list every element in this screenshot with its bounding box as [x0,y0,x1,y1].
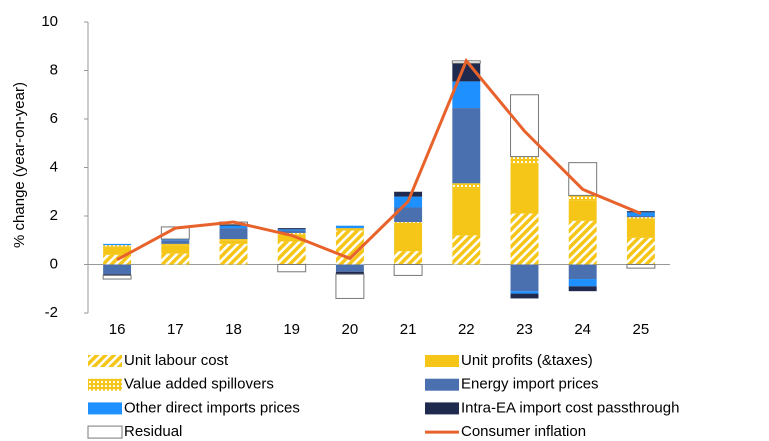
bar-segment [452,108,481,184]
bar-segment [394,251,423,265]
legend-label: Consumer inflation [461,423,586,440]
bar-segment [219,240,248,244]
legend-swatch [87,425,123,439]
bar-segment [626,211,655,213]
bar-segment [568,220,597,265]
bar-segment [568,264,597,280]
bar-segment [510,156,539,164]
legend-label: Unit labour cost [124,352,229,369]
bar-segment [103,274,132,276]
bar-segment [626,218,655,238]
x-tick-label: 16 [109,321,126,338]
legend-swatch [88,402,122,415]
y-axis-label: % change (year-on-year) [11,82,28,248]
bar-segment [103,246,132,255]
bar-segment [219,224,248,226]
legend-label: Intra-EA import cost passthrough [461,399,679,416]
bar-segment [161,245,190,254]
bar-segment [510,213,539,265]
bar-segment [277,229,306,231]
bar-segment [394,207,423,223]
bar-segment [103,245,132,247]
bar-segment [452,235,481,265]
bar-segment [626,212,655,216]
bar-segment [161,253,190,265]
x-tick-label: 19 [283,321,300,338]
x-tick-label: 22 [458,321,475,338]
bar-segment [335,228,364,231]
y-tick-label: 2 [50,207,58,224]
bar-segment [277,264,307,273]
bar-segment [510,163,539,214]
bar-segment [161,243,190,246]
bar-segment [277,241,306,265]
x-tick-label: 21 [400,321,417,338]
bar-segment [219,243,248,265]
x-tick-label: 20 [342,321,359,338]
bar-segment [510,291,539,294]
bar-segment [277,230,306,233]
bar-segment [219,225,248,229]
bar-segment [626,216,655,218]
bar-segment [277,232,306,235]
bar-segment [626,264,656,269]
bar-segment [277,228,306,230]
y-tick-label: 0 [50,255,58,272]
bar-segment [626,217,655,219]
bar-segment [102,274,132,280]
x-tick-label: 25 [633,321,650,338]
bar-segment [335,271,364,275]
legend-swatch [425,355,459,367]
legend-swatch [425,378,459,391]
legend-swatch [88,355,122,367]
legend-swatch [425,402,459,415]
bar-segment [394,224,423,252]
legend-label: Unit profits (&taxes) [461,352,593,369]
line [116,57,642,261]
bar-segment [568,286,597,292]
legend-label: Residual [124,423,182,440]
bar-segment [393,264,423,276]
bar-segment [219,239,248,241]
legend-swatch [88,378,122,391]
bar-segment [161,240,190,244]
x-tick-label: 17 [167,321,184,338]
bar-segment [510,94,539,158]
legend-label: Other direct imports prices [124,399,300,416]
bar-segment [452,188,481,236]
bar-segment [335,225,364,229]
bar-segment [103,264,132,275]
x-tick-label: 23 [516,321,533,338]
x-tick-label: 18 [225,321,242,338]
bar-segment [103,243,132,246]
y-tick-label: -2 [45,304,58,321]
bar-segment [510,264,539,292]
x-tick-label: 24 [574,321,591,338]
bar-segment [277,234,306,242]
bar-segment [568,195,597,201]
bar-segment [219,228,248,240]
bar-segment [626,237,655,265]
bar-segment [452,183,481,189]
bar-segment [335,273,365,299]
bar-segment [394,222,423,225]
y-tick-label: 4 [50,158,58,175]
legend-label: Value added spillovers [124,376,274,393]
bar-segment [568,279,597,287]
y-tick-label: 6 [50,110,58,127]
bar-segment [394,191,423,197]
y-tick-label: 8 [50,61,58,78]
bar-segment [161,239,190,241]
bar-segment [568,200,597,221]
bar-segment [335,264,364,272]
bar-segment [510,293,539,299]
legend-label: Energy import prices [461,376,599,393]
bar-segment [103,254,132,265]
y-tick-label: 10 [41,13,58,30]
